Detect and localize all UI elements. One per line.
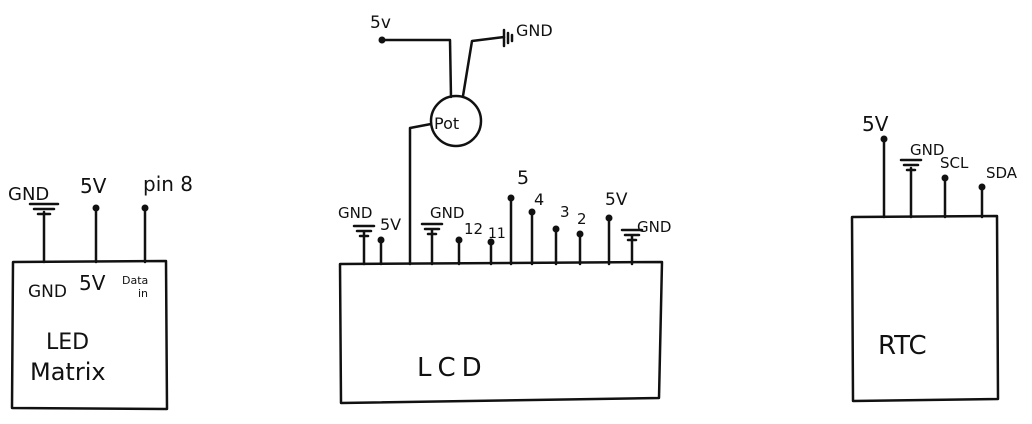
led-matrix-title-line2: Matrix (30, 358, 106, 386)
potentiometer-circle (429, 94, 483, 148)
lcd-pin-2-terminal (576, 230, 584, 238)
lcd-box (338, 260, 664, 405)
lcd-pin-5v2-terminal (605, 214, 613, 222)
lcd-gnd2-ground-symbol-icon (420, 222, 444, 236)
lcd-pin-gnd3-label: GND (637, 218, 671, 236)
lcd-pin-3-terminal (552, 225, 560, 233)
led-matrix-title-line1: LED (46, 330, 89, 355)
rtc-module: 5V GND SCL SDA RTC (850, 112, 1018, 403)
led-outer-5v-label: 5V (80, 174, 107, 198)
led-data-terminal (141, 204, 149, 212)
lcd-gnd3-ground-symbol-icon (620, 228, 644, 242)
rtc-scl-label: SCL (940, 154, 969, 172)
led-inner-5v-label: 5V (79, 271, 106, 295)
lcd-pin-11-terminal (487, 238, 495, 246)
lcd-pin-3-label: 3 (560, 203, 570, 221)
led-matrix-module: GND 5V pin 8 GND 5V Data in LED Matrix (8, 172, 193, 411)
lcd-pin-12-terminal (455, 236, 463, 244)
rtc-scl-terminal (941, 174, 949, 182)
rtc-title: RTC (878, 331, 927, 361)
rtc-5v-label: 5V (862, 112, 889, 136)
rtc-sda-label: SDA (986, 164, 1018, 182)
led-inner-gnd-label: GND (28, 282, 67, 302)
pot-5v-label: 5v (370, 13, 391, 33)
led-data-in-label-line2: in (138, 287, 148, 300)
led-outer-pin8-label: pin 8 (143, 172, 193, 196)
lcd-pin-2-label: 2 (577, 210, 587, 228)
lcd-pin-gnd1-label: GND (338, 204, 372, 222)
lcd-title: LCD (417, 353, 488, 383)
pot-gnd-wire (461, 35, 506, 98)
rtc-box (850, 214, 1000, 403)
lcd-pin-gnd2-label: GND (430, 204, 464, 222)
lcd-pin-11-label: 11 (488, 226, 506, 242)
led-ground-symbol-icon (28, 202, 60, 216)
lcd-module: Pot 5v GND GND 5V (338, 13, 671, 405)
lcd-pin-12-label: 12 (464, 220, 483, 238)
lcd-gnd1-ground-symbol-icon (352, 224, 376, 238)
led-data-in-label-line1: Data (122, 274, 148, 287)
pot-5v-wire (380, 38, 453, 99)
pot-5v-terminal (378, 36, 386, 44)
pot-wiper-wire (408, 122, 433, 266)
rtc-sda-terminal (978, 183, 986, 191)
pot-label: Pot (434, 114, 459, 133)
lcd-pin-5v2-label: 5V (605, 190, 628, 210)
lcd-pin-5-terminal (507, 194, 515, 202)
lcd-pin-4-terminal (528, 208, 536, 216)
lcd-pin-4-label: 4 (534, 190, 544, 209)
lcd-pin-5-label: 5 (517, 167, 529, 189)
led-outer-gnd-label: GND (8, 184, 49, 205)
lcd-pin-5v1-label: 5V (380, 215, 401, 234)
pot-ground-symbol-icon (502, 28, 514, 48)
rtc-gnd-label: GND (910, 141, 944, 159)
led-5v-terminal (92, 204, 100, 212)
rtc-ground-symbol-icon (899, 158, 923, 172)
rtc-5v-terminal (880, 135, 888, 143)
lcd-pin-5v1-terminal (377, 236, 385, 244)
led-matrix-box (10, 259, 169, 411)
pot-gnd-label: GND (516, 21, 553, 40)
